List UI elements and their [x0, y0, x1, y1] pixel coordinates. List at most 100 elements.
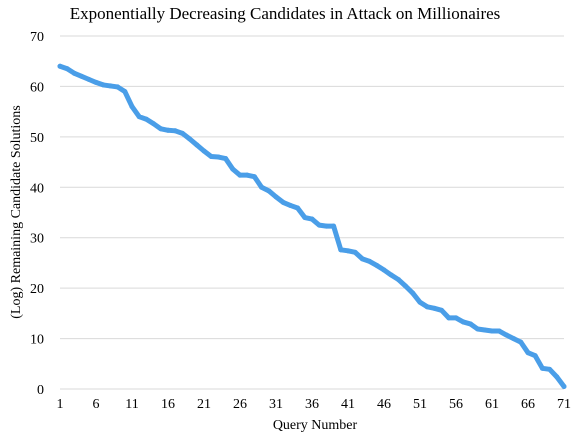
data-point: [230, 167, 235, 172]
data-point: [338, 247, 343, 252]
data-point: [72, 71, 77, 76]
data-point: [202, 148, 207, 153]
data-point: [425, 304, 430, 309]
x-tick-label: 11: [125, 397, 138, 412]
data-point: [554, 374, 559, 379]
y-tick-label: 60: [30, 80, 44, 95]
data-point: [533, 353, 538, 358]
x-tick-label: 31: [269, 397, 283, 412]
y-tick-label: 40: [30, 181, 44, 196]
data-point: [144, 117, 149, 122]
data-point: [223, 156, 228, 161]
data-point: [389, 273, 394, 278]
x-tick-label: 51: [413, 397, 427, 412]
x-tick-label: 46: [377, 397, 391, 412]
data-point: [439, 308, 444, 313]
data-point: [302, 215, 307, 220]
data-point: [367, 259, 372, 264]
data-point: [194, 142, 199, 147]
x-tick-label: 36: [305, 397, 319, 412]
data-point: [461, 319, 466, 324]
data-point: [490, 329, 495, 334]
x-tick-label: 1: [57, 397, 64, 412]
data-point: [432, 306, 437, 311]
series-layer: [58, 64, 567, 389]
y-tick-label: 70: [30, 30, 44, 45]
data-point: [259, 185, 264, 190]
data-point: [331, 224, 336, 229]
gridlines: [60, 36, 564, 389]
data-point: [173, 128, 178, 133]
data-point: [288, 203, 293, 208]
x-tick-label: 56: [449, 397, 463, 412]
y-axis-label: (Log) Remaining Candidate Solutions: [9, 105, 24, 318]
data-point: [418, 300, 423, 305]
data-point: [137, 114, 142, 119]
data-point: [396, 277, 401, 282]
data-point: [353, 250, 358, 255]
x-tick-label: 26: [233, 397, 247, 412]
data-point: [475, 326, 480, 331]
data-point: [540, 366, 545, 371]
data-point: [158, 126, 163, 131]
data-point: [360, 256, 365, 261]
data-point: [209, 154, 214, 159]
x-tick-label: 16: [161, 397, 175, 412]
x-tick-label: 71: [557, 397, 571, 412]
data-point: [180, 131, 185, 136]
data-point: [295, 205, 300, 210]
y-tick-label: 20: [30, 282, 44, 297]
data-point: [403, 284, 408, 289]
data-point: [547, 367, 552, 372]
data-point: [468, 321, 473, 326]
data-point: [511, 336, 516, 341]
data-point: [58, 64, 63, 69]
data-point: [274, 194, 279, 199]
x-tick-label: 41: [341, 397, 355, 412]
data-point: [101, 82, 106, 87]
data-point: [497, 329, 502, 334]
data-point: [504, 333, 509, 338]
data-point: [86, 77, 91, 82]
data-point: [166, 128, 171, 133]
data-point: [281, 200, 286, 205]
data-point: [65, 66, 70, 71]
data-point: [252, 174, 257, 179]
data-point: [122, 89, 127, 94]
data-point: [216, 155, 221, 160]
data-point: [324, 224, 329, 229]
y-tick-label: 30: [30, 232, 44, 247]
data-point: [446, 315, 451, 320]
y-tick-label: 50: [30, 131, 44, 146]
data-point: [115, 84, 120, 89]
data-point: [410, 291, 415, 296]
chart-title: Exponentially Decreasing Candidates in A…: [70, 4, 501, 23]
data-point: [518, 340, 523, 345]
y-tick-label: 0: [37, 383, 44, 398]
x-tick-label: 6: [93, 397, 100, 412]
data-point: [266, 188, 271, 193]
x-tick-label: 61: [485, 397, 499, 412]
data-point: [382, 267, 387, 272]
data-point: [454, 315, 459, 320]
data-point: [310, 217, 315, 222]
data-point: [317, 223, 322, 228]
y-tick-label: 10: [30, 333, 44, 348]
data-point: [130, 104, 135, 109]
data-point: [562, 384, 567, 389]
y-axis-ticks: 0 10 20 30 40 50 60 70: [30, 30, 44, 398]
x-tick-label: 66: [521, 397, 535, 412]
data-point: [346, 248, 351, 253]
data-point: [245, 173, 250, 178]
data-point: [187, 136, 192, 141]
data-point: [374, 263, 379, 268]
data-point: [94, 80, 99, 85]
x-tick-label: 21: [197, 397, 211, 412]
data-point: [151, 121, 156, 126]
data-point: [79, 74, 84, 79]
data-point: [108, 83, 113, 88]
data-point: [482, 327, 487, 332]
